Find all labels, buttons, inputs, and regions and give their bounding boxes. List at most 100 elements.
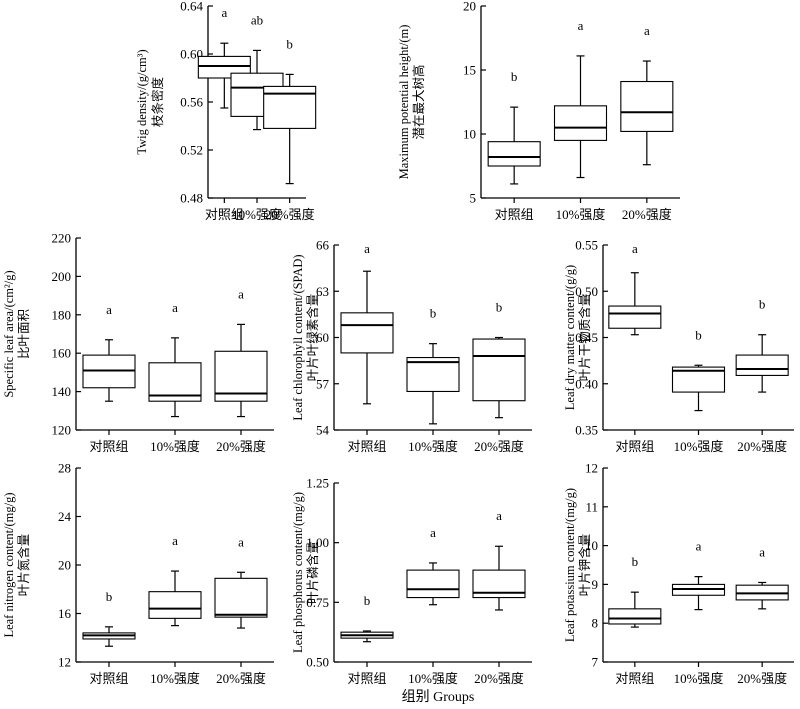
significance-label: b	[286, 36, 293, 51]
x-tick-label: 10%强度	[674, 671, 724, 686]
y-axis-title-zh: 潜在最大树高	[411, 64, 426, 139]
x-tick-label: 20%强度	[216, 439, 266, 454]
y-axis-title-zh: 叶片磷含量	[305, 541, 320, 604]
y-tick-label: 28	[58, 461, 71, 476]
x-tick-label: 对照组	[205, 207, 244, 222]
significance-label: b	[496, 300, 503, 315]
x-tick-label: 对照组	[615, 671, 654, 686]
x-tick-label: 对照组	[347, 439, 386, 454]
box-3: b	[263, 36, 317, 185]
y-tick-label: 0.50	[575, 284, 598, 299]
box-1: b	[82, 589, 136, 647]
y-axis-title-en: Maximum potential height/(m)	[397, 25, 411, 180]
box-2: b	[406, 306, 460, 425]
y-tick-label: 0.64	[180, 0, 203, 14]
box-iqr	[487, 141, 541, 167]
box-iqr	[735, 354, 789, 376]
significance-label: ab	[251, 12, 263, 27]
box-2: b	[671, 327, 726, 412]
x-tick-label: 对照组	[347, 671, 386, 686]
y-tick-label: 12	[585, 461, 598, 476]
box-1: b	[487, 69, 541, 185]
y-tick-label: 10	[585, 538, 598, 553]
box-1: b	[608, 554, 662, 628]
significance-label: a	[106, 302, 112, 317]
significance-label: b	[511, 69, 518, 84]
significance-label: a	[759, 544, 765, 559]
x-tick-label: 20%强度	[216, 671, 266, 686]
x-tick-label: 对照组	[495, 207, 534, 222]
box-1: a	[197, 5, 251, 109]
significance-label: b	[364, 593, 371, 608]
box-iqr	[197, 55, 251, 79]
y-tick-label: 200	[52, 269, 72, 284]
x-tick-label: 20%强度	[265, 207, 315, 222]
y-tick-label: 16	[58, 606, 72, 621]
box-2: a	[671, 539, 726, 611]
x-tick-label: 20%强度	[474, 671, 524, 686]
y-axis-title-en: Leaf chlorophyll content/(SPAD)	[291, 254, 305, 420]
box-2: a	[148, 300, 202, 418]
x-tick-label: 10%强度	[408, 671, 458, 686]
significance-label: a	[238, 286, 244, 301]
y-tick-label: 11	[585, 499, 598, 514]
y-tick-label: 66	[316, 238, 330, 253]
chart-panel-8: 7 8 9 10 11 12 对照组 10%强度 20%强度 b a a Leaf potassium …	[563, 461, 794, 686]
y-tick-label: 1.25	[306, 476, 329, 491]
box-3: b	[735, 297, 789, 393]
y-axis-title-zh: 叶片钾含量	[577, 534, 592, 597]
significance-label: a	[644, 23, 650, 38]
y-axis-title-zh: 比叶面积	[17, 309, 31, 359]
chart-panel-6: 12 16 20 24 28 对照组 10%强度 20%强度 b a a Leaf nitrogen …	[2, 461, 274, 686]
significance-label: a	[632, 241, 638, 256]
y-tick-label: 63	[316, 284, 329, 299]
significance-label: b	[759, 297, 766, 312]
significance-label: a	[172, 533, 178, 548]
y-tick-label: 54	[316, 423, 330, 438]
x-tick-label: 10%强度	[674, 439, 724, 454]
significance-label: b	[632, 554, 639, 569]
chart-panel-4: 54 57 60 63 66 对照组 10%强度 20%强度 a b b Leaf chlorophy…	[291, 238, 532, 454]
x-tick-label: 20%强度	[737, 439, 787, 454]
x-tick-label: 10%强度	[232, 207, 282, 222]
y-tick-label: 180	[52, 307, 72, 322]
y-tick-label: 15	[463, 63, 476, 78]
y-axis-title-zh: 叶片氮含量	[16, 534, 31, 597]
x-tick-label: 对照组	[89, 671, 128, 686]
y-tick-label: 7	[592, 655, 599, 670]
box-3: a	[735, 544, 789, 610]
significance-label: a	[364, 241, 370, 256]
box-3: b	[472, 300, 526, 419]
significance-label: a	[221, 5, 227, 20]
y-tick-label: 9	[592, 577, 599, 592]
box-1: a	[82, 302, 136, 402]
x-tick-label: 20%强度	[622, 207, 672, 222]
y-axis-title-en: Specific leaf area/(cm²/g)	[2, 270, 16, 397]
box-iqr	[472, 338, 526, 402]
box-3: a	[472, 508, 526, 611]
box-1: a	[608, 241, 662, 336]
significance-label: a	[430, 525, 436, 540]
significance-label: b	[430, 306, 437, 321]
y-tick-label: 12	[58, 655, 71, 670]
x-tick-label: 10%强度	[408, 439, 458, 454]
y-tick-label: 20	[463, 0, 476, 14]
y-tick-label: 0.40	[575, 376, 598, 391]
significance-label: a	[696, 539, 702, 554]
significance-label: a	[238, 534, 244, 549]
box-2: a	[553, 18, 608, 179]
box-2: a	[148, 533, 202, 627]
box-iqr	[340, 312, 394, 354]
x-axis-title: 组别 Groups	[402, 689, 475, 705]
x-tick-label: 20%强度	[737, 671, 787, 686]
y-tick-label: 24	[58, 509, 72, 524]
y-tick-label: 0.56	[180, 95, 203, 110]
y-tick-label: 0.35	[575, 423, 598, 438]
y-tick-label: 220	[52, 231, 72, 246]
y-tick-label: 60	[316, 330, 329, 345]
y-axis-title-en: Leaf potassium content/(mg/g)	[563, 488, 577, 642]
box-iqr	[608, 608, 662, 625]
y-tick-label: 8	[592, 616, 599, 631]
y-tick-label: 120	[52, 423, 72, 438]
